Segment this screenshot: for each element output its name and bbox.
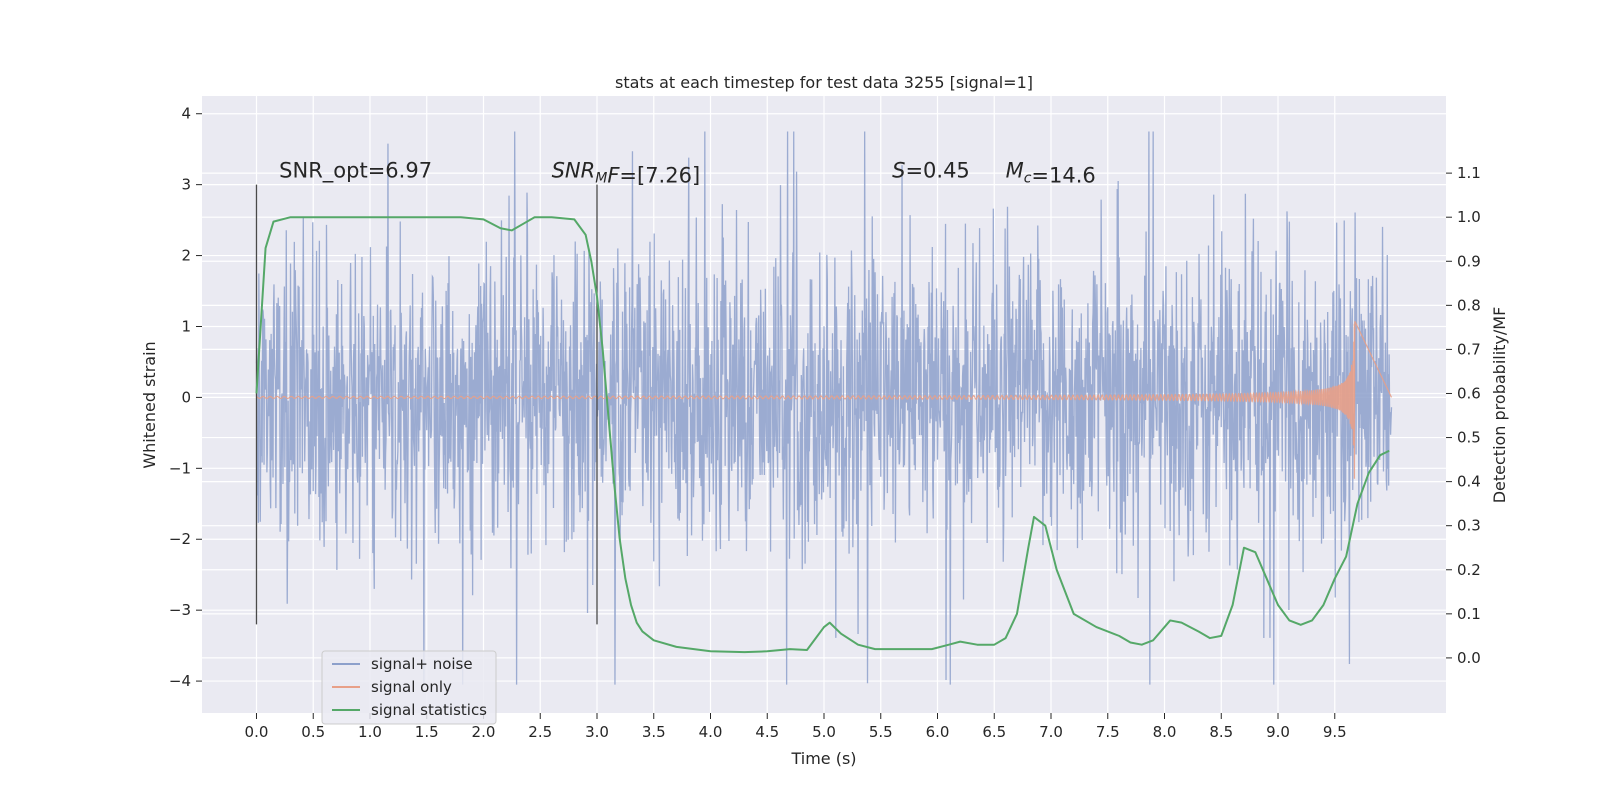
y2-tick-label: 0.0 bbox=[1457, 649, 1481, 667]
y2-tick-label: 0.4 bbox=[1457, 473, 1481, 491]
x-tick-label: 9.5 bbox=[1323, 723, 1347, 741]
y2-tick-label: 0.7 bbox=[1457, 340, 1481, 358]
annotation-snr-opt: SNR_opt=6.97 bbox=[279, 159, 432, 184]
y-tick-label: −4 bbox=[169, 672, 191, 690]
x-tick-label: 9.0 bbox=[1266, 723, 1290, 741]
annotation-snr-mf: SNRMF=[7.26] bbox=[552, 159, 701, 188]
y2-tick-label: 0.5 bbox=[1457, 429, 1481, 447]
y-tick-label: 4 bbox=[181, 105, 191, 123]
x-tick-label: 5.0 bbox=[812, 723, 836, 741]
legend-box bbox=[321, 650, 497, 725]
x-tick-label: 3.0 bbox=[585, 723, 609, 741]
x-tick-label: 6.5 bbox=[982, 723, 1006, 741]
x-tick-label: 7.0 bbox=[1039, 723, 1063, 741]
x-tick-label: 8.0 bbox=[1153, 723, 1177, 741]
y2-tick-label: 0.9 bbox=[1457, 252, 1481, 270]
signal-only-series bbox=[256, 321, 1393, 479]
chart-title: stats at each timestep for test data 325… bbox=[615, 73, 1033, 92]
vertical-markers bbox=[255, 184, 598, 625]
y-tick-label: 2 bbox=[181, 247, 191, 265]
x-tick-label: 2.0 bbox=[472, 723, 496, 741]
y-tick-label: −1 bbox=[169, 459, 191, 477]
legend-label: signal only bbox=[371, 678, 452, 696]
y-axis-left: −4 −3 −2 −1 0 1 2 3 4 bbox=[169, 105, 202, 690]
annotations: SNR_opt=6.97 SNRMF=[7.26] S=0.45 Mc=14.6 bbox=[279, 159, 1096, 188]
x-tick-label: 4.0 bbox=[699, 723, 723, 741]
signal-statistics-line bbox=[255, 216, 1390, 654]
y2-tick-label: 0.2 bbox=[1457, 561, 1481, 579]
y-tick-label: 1 bbox=[181, 317, 191, 335]
y2-tick-label: 0.6 bbox=[1457, 384, 1481, 402]
y2-tick-label: 1.1 bbox=[1457, 164, 1481, 182]
x-tick-label: 2.5 bbox=[528, 723, 552, 741]
annotation-s-value: S=0.45 bbox=[892, 159, 970, 183]
x-tick-label: 7.5 bbox=[1096, 723, 1120, 741]
legend: signal+ noise signal only signal statistic… bbox=[321, 650, 497, 725]
x-tick-label: 1.0 bbox=[358, 723, 382, 741]
y2-tick-label: 0.8 bbox=[1457, 296, 1481, 314]
x-tick-label: 0.5 bbox=[301, 723, 325, 741]
x-tick-label: 0.0 bbox=[245, 723, 269, 741]
annotation-chirp-mass: Mc=14.6 bbox=[1006, 159, 1096, 188]
x-axis-label: Time (s) bbox=[790, 749, 856, 768]
x-tick-label: 1.5 bbox=[415, 723, 439, 741]
signal-statistics-series bbox=[255, 216, 1390, 654]
y2-tick-label: 1.0 bbox=[1457, 208, 1481, 226]
y-tick-label: 3 bbox=[181, 176, 191, 194]
y-axis-right: 0.0 0.1 0.2 0.3 0.4 0.5 0.6 0.7 0.8 0.9 1.0 1.1 bbox=[1446, 164, 1481, 667]
signal-noise-line bbox=[255, 131, 1393, 685]
y-tick-label: 0 bbox=[181, 388, 191, 406]
y-axis-label: Whitened strain bbox=[140, 341, 159, 468]
signal-only-line bbox=[256, 321, 1393, 479]
x-tick-label: 5.5 bbox=[869, 723, 893, 741]
y-tick-label: −2 bbox=[169, 530, 191, 548]
legend-label: signal statistics bbox=[371, 701, 487, 719]
legend-label: signal+ noise bbox=[371, 655, 473, 673]
x-tick-label: 4.5 bbox=[755, 723, 779, 741]
y-tick-label: −3 bbox=[169, 601, 191, 619]
y2-tick-label: 0.3 bbox=[1457, 517, 1481, 535]
x-tick-label: 3.5 bbox=[642, 723, 666, 741]
x-axis: 0.0 0.5 1.0 1.5 2.0 2.5 3.0 3.5 4.0 4.5 5.0 5.5 6.0 6… bbox=[245, 713, 1347, 741]
signal-noise-series bbox=[255, 131, 1393, 685]
y2-tick-label: 0.1 bbox=[1457, 605, 1481, 623]
y2-axis-label: Detection probability/MF bbox=[1490, 307, 1509, 504]
x-tick-label: 6.0 bbox=[926, 723, 950, 741]
x-tick-label: 8.5 bbox=[1209, 723, 1233, 741]
